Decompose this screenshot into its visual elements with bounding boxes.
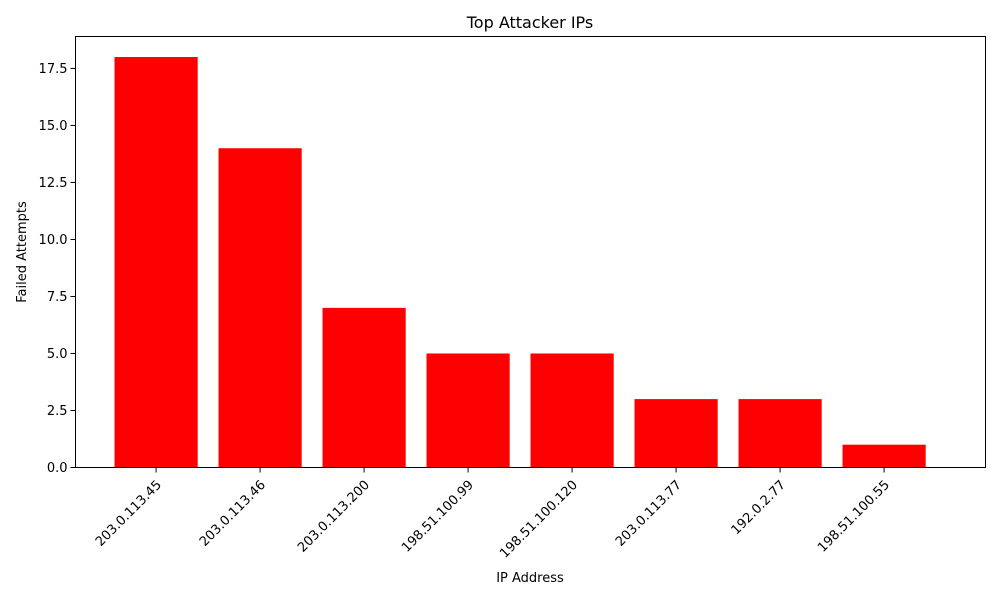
y-tick-label: 10.0 <box>39 233 68 248</box>
bar-203-0-113-46 <box>218 148 302 468</box>
bar-203-0-113-45 <box>114 57 198 468</box>
bar-198-51-100-99 <box>426 353 510 468</box>
bar-198-51-100-120 <box>530 353 614 468</box>
x-axis-title: IP Address <box>496 571 564 586</box>
bar-203-0-113-77 <box>634 399 718 468</box>
bar-192-0-2-77 <box>738 399 822 468</box>
x-tick-label: 203.0.113.77 <box>613 478 685 550</box>
y-tick-label: 0.0 <box>47 461 68 476</box>
x-tick-label: 198.51.100.55 <box>815 478 893 556</box>
y-tick-label: 5.0 <box>47 347 68 362</box>
x-tick-label: 203.0.113.200 <box>295 478 373 556</box>
bar-198-51-100-55 <box>842 444 926 468</box>
plot-frame <box>75 36 986 468</box>
chart-title: Top Attacker IPs <box>466 13 594 32</box>
y-tick-label: 2.5 <box>47 404 68 419</box>
x-tick-label: 203.0.113.46 <box>197 478 269 550</box>
y-tick-label: 15.0 <box>39 119 68 134</box>
y-tick-label: 12.5 <box>39 176 68 191</box>
y-tick-label: 17.5 <box>39 62 68 77</box>
x-tick-label: 203.0.113.45 <box>93 478 165 550</box>
bar-203-0-113-200 <box>322 307 406 468</box>
y-axis-ticks: 0.0 2.5 5.0 7.5 10.0 12.5 15.0 17.5 <box>39 62 76 476</box>
y-axis-title: Failed Attempts <box>15 201 30 303</box>
x-tick-label: 192.0.2.77 <box>729 478 789 538</box>
x-axis-ticks: 203.0.113.45 203.0.113.46 203.0.113.200 198… <box>93 467 893 562</box>
y-tick-label: 7.5 <box>47 290 68 305</box>
x-tick-label: 198.51.100.99 <box>399 478 477 556</box>
bars-layer <box>114 57 926 468</box>
x-tick-label: 198.51.100.120 <box>497 478 581 562</box>
